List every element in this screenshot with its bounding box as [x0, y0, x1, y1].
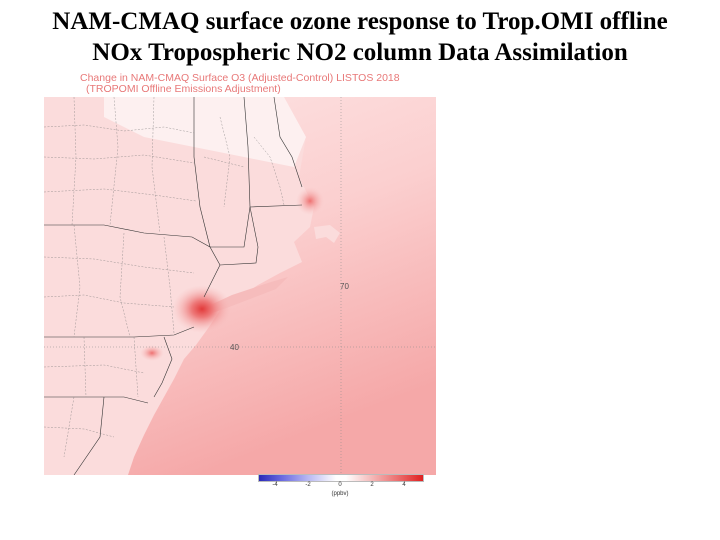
- map-caption: Change in NAM-CMAQ Surface O3 (Adjusted-…: [80, 73, 410, 95]
- cape-cod: [314, 225, 340, 243]
- slide-title-line2: NOx Tropospheric NO2 column Data Assimil…: [92, 39, 628, 66]
- ozone-map-image: [44, 97, 436, 475]
- colorbar-tick: 4: [402, 482, 406, 488]
- map-caption-line1: Change in NAM-CMAQ Surface O3 (Adjusted-…: [80, 72, 400, 84]
- land-light-region: [104, 97, 306, 167]
- nyc-hotspot: [172, 285, 232, 333]
- colorbar-tick: -2: [305, 482, 311, 488]
- latitude-label: 40: [230, 343, 239, 352]
- state-boundaries: [44, 97, 303, 475]
- slide-title: NAM-CMAQ surface ozone response to Trop.…: [0, 6, 720, 68]
- longitude-label: 70: [340, 282, 349, 291]
- county-boundaries: [44, 97, 285, 458]
- philadelphia-hotspot: [140, 345, 164, 361]
- map-caption-line2: (TROPOMI Offline Emissions Adjustment): [86, 83, 281, 95]
- colorbar: [258, 474, 424, 482]
- slide-title-line1: NAM-CMAQ surface ozone response to Trop.…: [52, 8, 668, 35]
- colorbar-tick: -4: [272, 482, 278, 488]
- ozone-map: [44, 97, 436, 475]
- land-area: [44, 97, 314, 475]
- colorbar-tick: 0: [338, 482, 342, 488]
- colorbar-unit: (ppbv): [331, 491, 349, 497]
- boston-hotspot: [296, 187, 324, 215]
- colorbar-tick: 2: [370, 482, 374, 488]
